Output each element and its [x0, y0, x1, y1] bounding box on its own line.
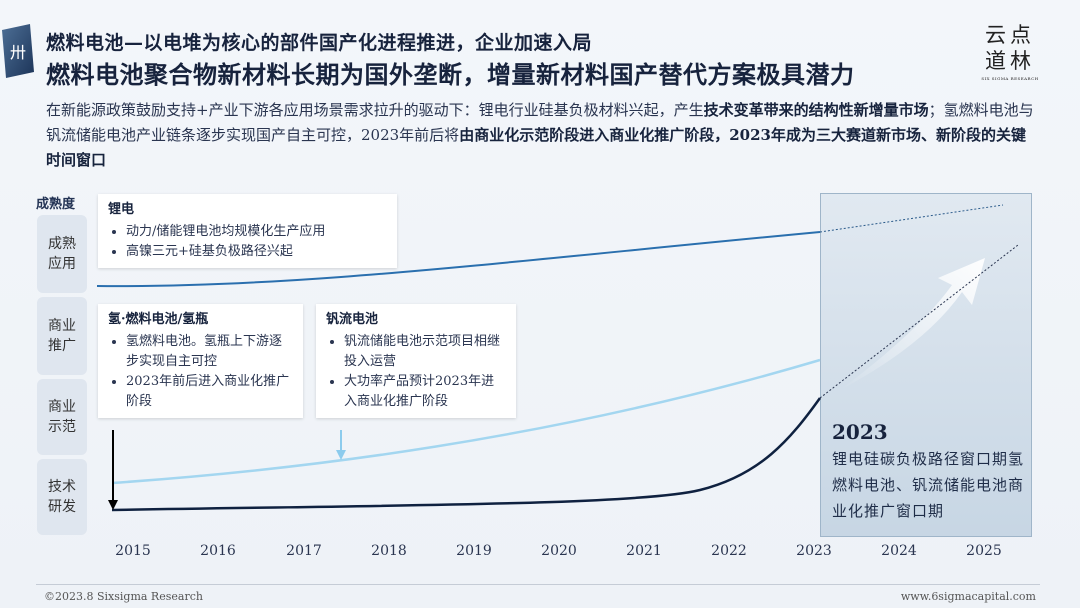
footer-website[interactable]: www.6sigmacapital.com [900, 590, 1036, 603]
card-hydrogen-item: 氢燃料电池。氢瓶上下游逐步实现自主可控 [126, 332, 293, 372]
card-lithium-item: 高镍三元+硅基负极路径兴起 [126, 242, 387, 262]
panel-text: 锂电硅碳负极路径窗口期氢燃料电池、钒流储能电池商业化推广窗口期 [832, 450, 1025, 520]
panel-year: 2023 [832, 420, 888, 444]
intro-paragraph: 在新能源政策鼓励支持+产业下游各应用场景需求拉升的驱动下：锂电行业硅基负极材料兴… [46, 98, 1036, 173]
card-vanadium-item: 钒流储能电池示范项目相继投入运营 [344, 332, 506, 372]
logo-glyph: 卅 [10, 43, 26, 62]
brand-subtitle: SIX SIGMA RESEARCH [981, 76, 1039, 81]
card-hydrogen-title: 氢·燃料电池/氢瓶 [108, 312, 209, 327]
x-tick: 2016 [200, 543, 236, 559]
card-vanadium: 钒流电池 钒流储能电池示范项目相继投入运营 大功率产品预计2023年进入商业化推… [316, 304, 516, 418]
x-tick: 2015 [115, 543, 151, 559]
card-hydrogen: 氢·燃料电池/氢瓶 氢燃料电池。氢瓶上下游逐步实现自主可控 2023年前后进入商… [98, 304, 303, 418]
curve-vanadium [111, 358, 821, 485]
arrow-hydrogen-head [108, 500, 118, 510]
intro-bold1: 技术变革带来的结构性新增量市场 [703, 101, 929, 119]
card-lithium-title: 锂电 [108, 202, 135, 217]
intro-bold2: 由商业化示范阶段进入商业化推广阶段，2023年成为三大赛道新市场、新阶段的关键时… [46, 126, 1026, 169]
x-tick: 2023 [796, 543, 832, 559]
curve-lithium [96, 231, 821, 288]
brand-logo: 云点 道林 SIX SIGMA RESEARCH [980, 22, 1040, 81]
curve-lithium-projection [819, 204, 1004, 233]
brand-row2: 道林 [985, 49, 1035, 73]
footer-divider [36, 584, 1040, 585]
card-hydrogen-item: 2023年前后进入商业化推广阶段 [126, 372, 293, 412]
x-tick: 2017 [286, 543, 322, 559]
y-level-promotion: 商业推广 [37, 297, 87, 375]
card-lithium-item: 动力/储能锂电池均规模化生产应用 [126, 222, 387, 242]
trend-arrow-icon [840, 258, 985, 390]
arrow-vanadium-head [336, 450, 346, 460]
y-level-mature: 成熟应用 [37, 215, 87, 293]
footer-copyright: ©2023.8 Sixsigma Research [44, 590, 203, 603]
x-tick: 2024 [881, 543, 917, 559]
curve-hydrogen [111, 397, 822, 512]
logo-icon: 卅 [2, 24, 34, 78]
x-tick: 2025 [966, 543, 1002, 559]
curve-combined-projection [819, 244, 1019, 399]
card-vanadium-item: 大功率产品预计2023年进入商业化推广阶段 [344, 372, 506, 412]
card-lithium: 锂电 动力/储能锂电池均规模化生产应用 高镍三元+硅基负极路径兴起 [98, 194, 397, 268]
x-tick: 2022 [711, 543, 747, 559]
x-tick: 2020 [541, 543, 577, 559]
title-line1: 燃料电池—以电堆为核心的部件国产化进程推进，企业加速入局 [46, 32, 593, 54]
intro-part2: ；氢燃料电池与钒流储能电池产业链条逐步实现国产自主可控，2023年前后将 [46, 101, 1034, 144]
window-2023-panel [820, 193, 1032, 537]
intro-part1: 在新能源政策鼓励支持+产业下游各应用场景需求拉升的驱动下：锂电行业硅基负极材料兴… [46, 101, 704, 119]
x-tick: 2018 [371, 543, 407, 559]
title-line2: 燃料电池聚合物新材料长期为国外垄断，增量新材料国产替代方案极具潜力 [46, 60, 855, 89]
y-level-rnd: 技术研发 [37, 459, 87, 535]
x-tick: 2021 [626, 543, 662, 559]
y-level-demo: 商业示范 [37, 379, 87, 455]
y-axis-title: 成熟度 [36, 197, 76, 212]
card-vanadium-title: 钒流电池 [326, 312, 379, 327]
x-tick: 2019 [456, 543, 492, 559]
brand-row1: 云点 [985, 23, 1035, 47]
